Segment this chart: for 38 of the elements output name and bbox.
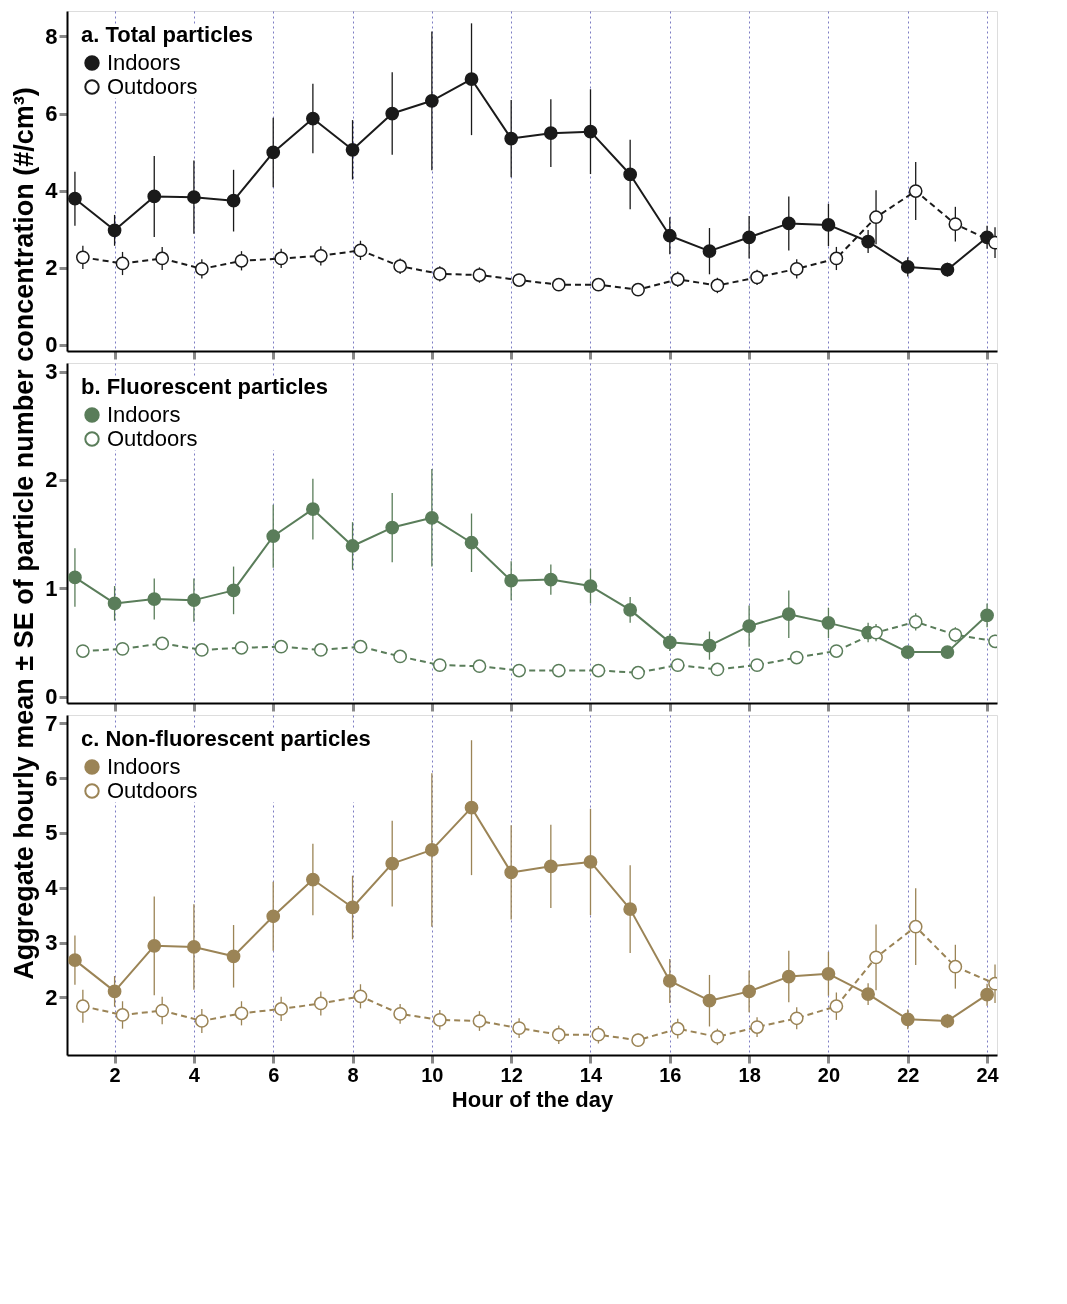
y-tick-label: 0: [45, 332, 58, 358]
y-axis-title: Aggregate hourly mean ± SE of particle number concentration (#/cm³): [9, 87, 40, 980]
y-tick-label: 0: [45, 684, 58, 709]
legend-label: Indoors: [107, 50, 181, 75]
x-tick-label: 10: [421, 1063, 444, 1086]
y-tick-label: 2: [45, 467, 58, 493]
y-tick-label: 7: [45, 710, 58, 736]
x-tick-label: 8: [347, 1063, 359, 1086]
legend-title: c. Non-fluorescent particles: [81, 726, 371, 751]
y-tick-label: 1: [45, 575, 58, 601]
x-tick-label: 20: [817, 1063, 841, 1086]
y-tick-label: 2: [45, 984, 58, 1010]
legend-title: b. Fluorescent particles: [81, 374, 328, 399]
legend-label: Indoors: [107, 754, 181, 779]
x-tick-label: 24: [976, 1063, 1000, 1086]
x-axis-title: Hour of the day: [451, 1086, 614, 1112]
x-tick-label: 16: [659, 1063, 682, 1086]
legend-label: Indoors: [107, 402, 181, 427]
y-tick-label: 5: [45, 820, 58, 846]
y-tick-label: 3: [45, 359, 58, 385]
legend-title: a. Total particles: [81, 22, 253, 47]
y-tick-label: 2: [45, 255, 58, 281]
x-tick-label: 4: [188, 1063, 201, 1086]
x-tick-label: 22: [897, 1063, 920, 1086]
y-tick-label: 8: [45, 23, 58, 49]
x-tick-label: 18: [738, 1063, 761, 1086]
legend-label: Outdoors: [107, 778, 198, 803]
y-tick-label: 3: [45, 930, 58, 956]
x-tick-label: 14: [579, 1063, 603, 1086]
legend-label: Outdoors: [107, 426, 198, 451]
x-tick-label: 2: [109, 1063, 121, 1086]
legend-label: Outdoors: [107, 74, 198, 99]
x-tick-label: 6: [268, 1063, 280, 1086]
y-tick-label: 4: [45, 875, 59, 901]
y-tick-label: 6: [45, 101, 58, 127]
x-tick-label: 12: [500, 1063, 523, 1086]
y-tick-label: 4: [45, 178, 59, 204]
y-tick-label: 6: [45, 765, 58, 791]
